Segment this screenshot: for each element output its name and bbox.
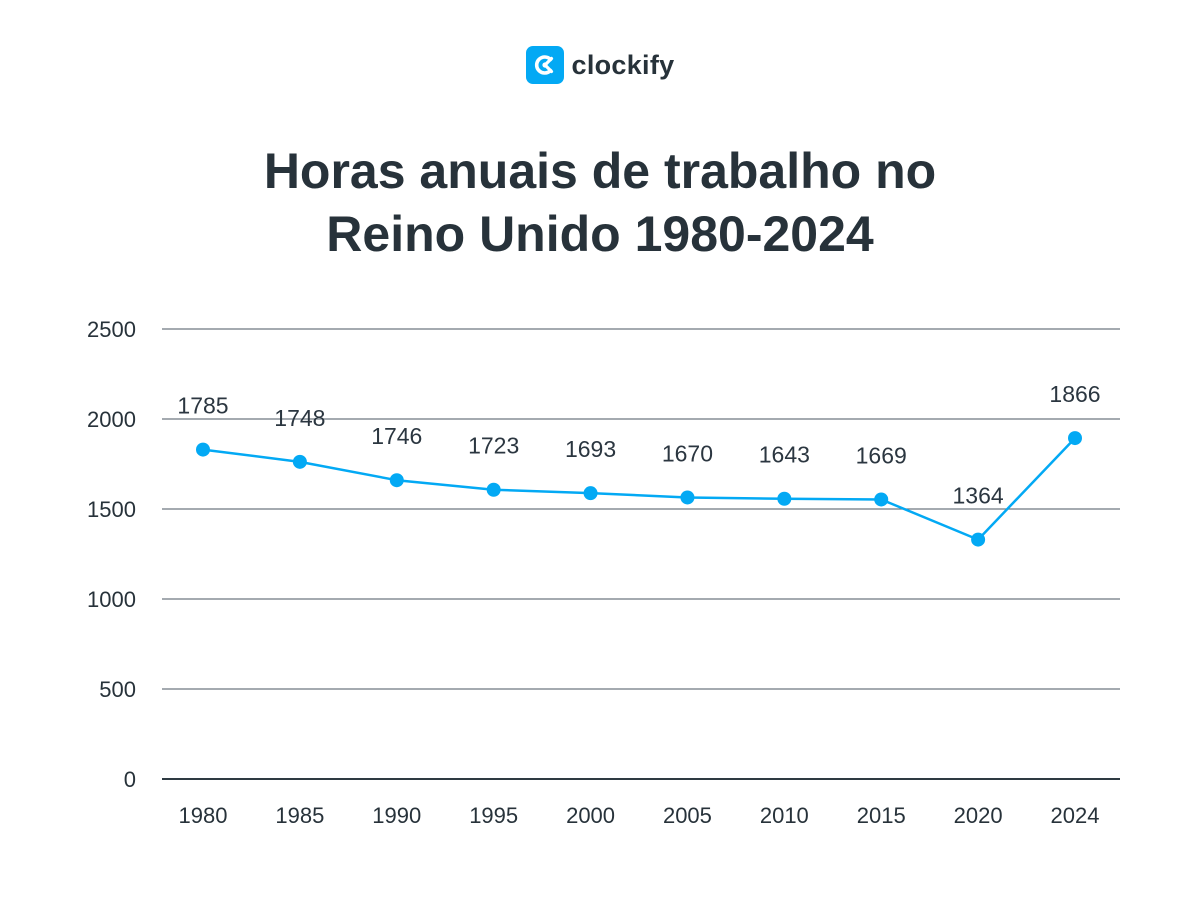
chart-title-line-2: Reino Unido 1980-2024 bbox=[326, 206, 874, 262]
y-tick-label: 1500 bbox=[87, 497, 136, 522]
clockify-logo-icon bbox=[525, 46, 564, 84]
y-tick-label: 500 bbox=[99, 677, 136, 702]
y-tick-label: 1000 bbox=[87, 587, 136, 612]
chart-title: Horas anuais de trabalho no Reino Unido … bbox=[0, 140, 1200, 266]
brand-name: clockify bbox=[571, 49, 675, 80]
x-tick-label: 2020 bbox=[954, 803, 1003, 828]
y-tick-label: 0 bbox=[124, 767, 136, 792]
x-tick-label: 2024 bbox=[1051, 803, 1100, 828]
data-label: 1693 bbox=[565, 436, 616, 462]
data-label: 1723 bbox=[468, 433, 519, 459]
brand-header: clockify bbox=[0, 46, 1200, 84]
x-tick-label: 1995 bbox=[469, 803, 518, 828]
x-tick-label: 1990 bbox=[372, 803, 421, 828]
x-tick-label: 2015 bbox=[857, 803, 906, 828]
data-point bbox=[583, 486, 598, 501]
x-tick-label: 2000 bbox=[566, 803, 615, 828]
data-point bbox=[389, 473, 404, 488]
chart-title-line-1: Horas anuais de trabalho no bbox=[263, 143, 937, 199]
data-label: 1746 bbox=[371, 423, 422, 449]
data-point bbox=[196, 442, 210, 457]
y-tick-label: 2500 bbox=[87, 317, 136, 342]
data-point bbox=[777, 491, 792, 506]
data-label: 1643 bbox=[759, 442, 810, 468]
data-point bbox=[292, 454, 307, 469]
x-tick-label: 2005 bbox=[663, 803, 712, 828]
x-tick-label: 1985 bbox=[275, 803, 324, 828]
data-label: 1670 bbox=[662, 440, 713, 466]
y-tick-label: 2000 bbox=[87, 407, 136, 432]
data-label: 1364 bbox=[953, 483, 1004, 509]
series-line bbox=[202, 437, 1076, 541]
data-point bbox=[971, 532, 986, 547]
data-point bbox=[680, 490, 695, 505]
data-point bbox=[874, 492, 889, 507]
x-tick-label: 1980 bbox=[179, 803, 228, 828]
data-point bbox=[486, 482, 501, 497]
data-point bbox=[1068, 431, 1082, 446]
data-label: 1785 bbox=[177, 393, 228, 419]
data-label: 1748 bbox=[274, 405, 325, 431]
x-tick-label: 2010 bbox=[760, 803, 809, 828]
data-label: 1669 bbox=[856, 442, 907, 468]
data-label: 1866 bbox=[1049, 381, 1100, 407]
